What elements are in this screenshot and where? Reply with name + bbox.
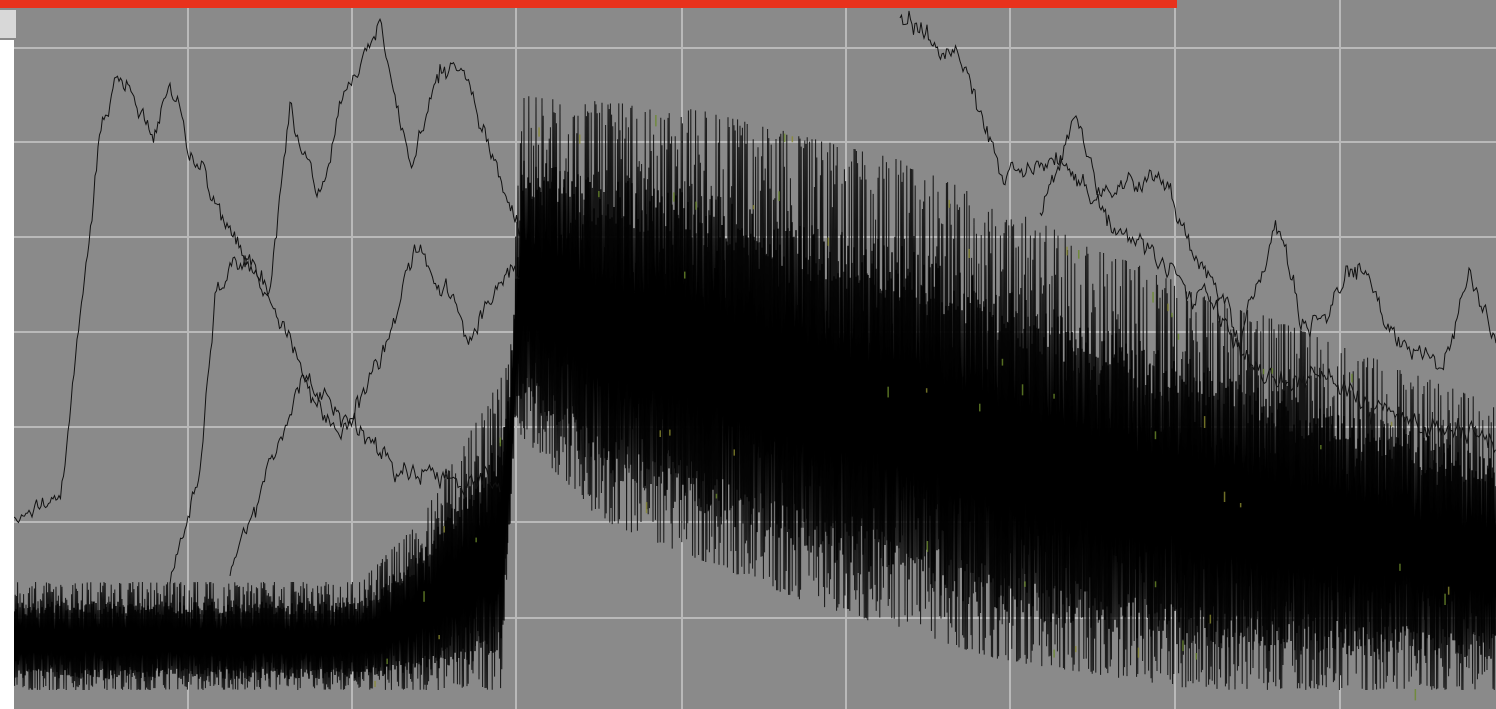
speckle — [1351, 373, 1353, 383]
speckle — [1271, 368, 1273, 374]
speckle — [1182, 640, 1184, 652]
single-trace — [169, 17, 520, 585]
speckle — [1053, 649, 1055, 658]
speckle — [1154, 581, 1157, 588]
speckle — [1399, 563, 1401, 571]
dense-core — [13, 160, 1496, 680]
speckle — [669, 429, 671, 436]
speckle — [655, 115, 657, 127]
speckle — [645, 502, 648, 514]
highlight-bar — [0, 0, 1177, 8]
speckle — [1447, 586, 1450, 595]
left-panel-edge — [0, 40, 14, 709]
speckle — [673, 192, 675, 202]
speckle — [1154, 431, 1157, 440]
speckle — [778, 191, 780, 202]
speckle — [659, 430, 661, 437]
speckle — [715, 493, 718, 499]
speckle — [538, 127, 540, 137]
speckle — [1021, 384, 1024, 396]
single-trace — [229, 244, 520, 576]
speckle — [752, 205, 755, 210]
left-toolbar-edge — [0, 10, 16, 38]
speckle — [1024, 581, 1026, 587]
speckle — [1223, 491, 1226, 503]
speckle — [499, 437, 502, 447]
speckle — [948, 199, 950, 208]
speckle — [386, 658, 388, 665]
waveforms — [13, 10, 1496, 701]
speckle — [695, 201, 697, 210]
speckle — [1066, 246, 1068, 256]
speckle — [1414, 689, 1417, 701]
speckle — [979, 403, 981, 412]
speckle — [1239, 503, 1242, 508]
speckle — [1177, 333, 1180, 340]
speckle — [374, 680, 376, 688]
speckle — [783, 133, 786, 143]
speckle — [443, 526, 445, 533]
speckle — [887, 386, 889, 398]
speckle — [827, 237, 829, 246]
speckle — [1001, 358, 1004, 366]
speckle — [1262, 368, 1265, 375]
speckle — [1320, 445, 1322, 450]
speckle — [438, 635, 440, 640]
speckle — [1152, 291, 1154, 303]
speckle — [1078, 250, 1080, 259]
speckle — [1075, 646, 1077, 653]
speckle — [423, 591, 425, 602]
speckle — [1167, 303, 1169, 312]
speckle — [1390, 421, 1393, 427]
speckle — [1203, 416, 1206, 428]
speckle — [1137, 647, 1140, 658]
speckle — [791, 136, 794, 143]
speckle — [1053, 393, 1055, 399]
speckle — [968, 248, 970, 258]
speckle — [1444, 593, 1446, 606]
single-trace — [899, 10, 1496, 454]
speckle — [1209, 614, 1212, 624]
speckle — [579, 134, 581, 144]
speckle — [1195, 653, 1197, 660]
single-trace — [1039, 114, 1496, 371]
speckle — [475, 537, 477, 543]
speckle — [1171, 312, 1173, 318]
speckle — [925, 388, 928, 393]
speckle — [598, 191, 600, 198]
speckle — [684, 271, 686, 279]
speckle — [733, 449, 735, 456]
speckle — [926, 541, 929, 552]
